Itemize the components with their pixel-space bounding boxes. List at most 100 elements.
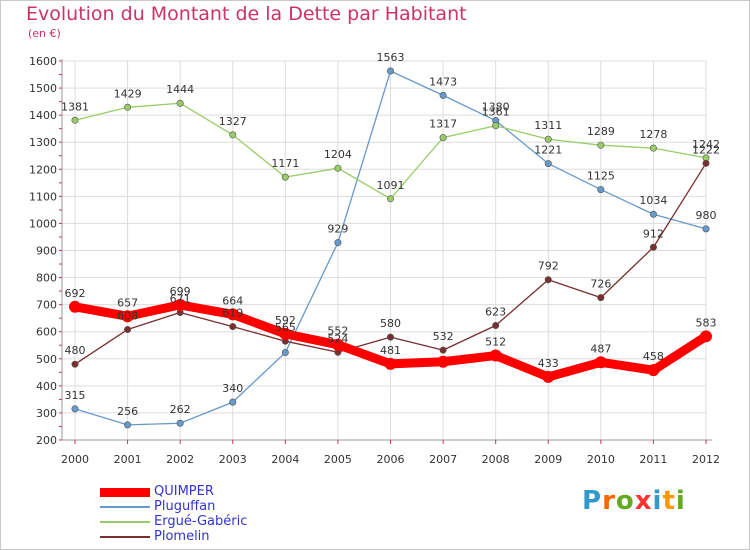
data-label: 1381 [61,100,89,113]
legend-item-plomelin[interactable]: Plomelin [100,529,210,545]
legend-label-ergue-gaberic: Ergué-Gabéric [154,514,248,529]
data-point [489,349,502,362]
data-label: 340 [222,382,243,395]
data-label: 1380 [482,101,510,114]
logo-letter: r [602,486,616,516]
x-tick-label: 2008 [482,453,510,466]
x-tick-label: 2011 [639,453,667,466]
legend-item-pluguffan[interactable]: Pluguffan [100,499,215,515]
data-point [647,364,660,377]
y-tick-label: 400 [36,380,57,393]
data-label: 512 [485,336,506,349]
y-tick-label: 300 [36,407,57,420]
data-label: 552 [327,325,348,338]
x-tick-label: 2012 [692,453,720,466]
data-point [597,141,605,149]
data-label: 1429 [114,87,142,100]
x-tick-label: 2009 [534,453,562,466]
data-label: 1317 [429,118,457,131]
y-tick-label: 700 [36,299,57,312]
data-point [597,294,605,302]
data-point [492,122,500,130]
data-label: 1444 [166,83,194,96]
data-label: 1204 [324,148,352,161]
data-point [702,225,710,233]
data-label: 1091 [377,179,405,192]
y-tick-label: 900 [36,245,57,258]
data-point [176,419,184,427]
data-label: 565 [275,321,296,334]
data-point [279,327,292,340]
data-point [544,160,552,168]
data-label: 671 [170,292,191,305]
data-label: 726 [590,278,611,291]
chart-subtitle: (en €) [28,27,61,40]
data-point [331,338,344,351]
data-label: 664 [222,294,243,307]
logo-letter: x [634,486,653,516]
legend-label-plomelin: Plomelin [154,529,210,544]
data-label: 980 [696,209,717,222]
logo-letter: P [582,486,603,516]
x-tick-label: 2010 [587,453,615,466]
data-point [176,99,184,107]
y-tick-label: 200 [36,434,57,447]
data-label: 262 [170,403,191,416]
y-tick-label: 1400 [29,109,57,122]
x-tick-label: 2002 [166,453,194,466]
data-label: 929 [327,223,348,236]
data-point [542,370,555,383]
data-point [281,349,289,357]
x-tick-label: 2004 [271,453,299,466]
data-point [386,67,394,75]
legend-swatch-pluguffan [100,506,150,508]
logo-letter: t [662,486,676,516]
data-point [71,405,79,413]
data-point [544,276,552,284]
data-point [124,326,132,334]
data-label: 1289 [587,125,615,138]
legend-label-quimper: QUIMPER [154,484,214,499]
logo-letter: o [615,486,635,516]
data-label: 315 [65,389,86,402]
data-label: 608 [117,310,138,323]
legend-label-pluguffan: Pluguffan [154,499,216,514]
data-label: 792 [538,260,559,273]
x-tick-label: 2006 [377,453,405,466]
data-point [597,186,605,194]
data-label: 1563 [377,51,405,64]
data-point [700,330,712,343]
legend-swatch-ergue-gaberic [100,521,150,523]
legend-item-ergue-gaberic[interactable]: Ergué-Gabéric [100,514,247,530]
data-point [334,239,342,247]
legend-swatch-quimper [100,487,150,497]
data-label: 699 [170,285,191,298]
data-point [437,355,450,368]
data-point [439,91,447,99]
data-label: 524 [327,332,348,345]
y-tick-label: 500 [36,353,57,366]
data-label: 256 [117,405,138,418]
data-label: 487 [590,342,611,355]
data-label: 1361 [482,106,510,119]
chart-title: Evolution du Montant de la Dette par Hab… [26,3,467,25]
data-label: 580 [380,317,401,330]
legend-item-quimper[interactable]: QUIMPER [100,484,214,500]
data-label: 1278 [639,128,667,141]
data-label: 1473 [429,75,457,88]
data-label: 1242 [692,138,720,151]
x-tick-label: 2003 [219,453,247,466]
data-label: 1311 [534,119,562,132]
data-label: 1125 [587,170,615,183]
data-label: 1171 [271,157,299,170]
data-point [594,356,607,369]
data-label: 1222 [692,143,720,156]
data-point [229,131,237,139]
data-point [334,164,342,172]
data-label: 1327 [219,115,247,128]
data-point [71,360,79,368]
data-point [69,300,81,313]
data-point [281,173,289,181]
data-point [544,135,552,143]
data-label: 619 [222,307,243,320]
